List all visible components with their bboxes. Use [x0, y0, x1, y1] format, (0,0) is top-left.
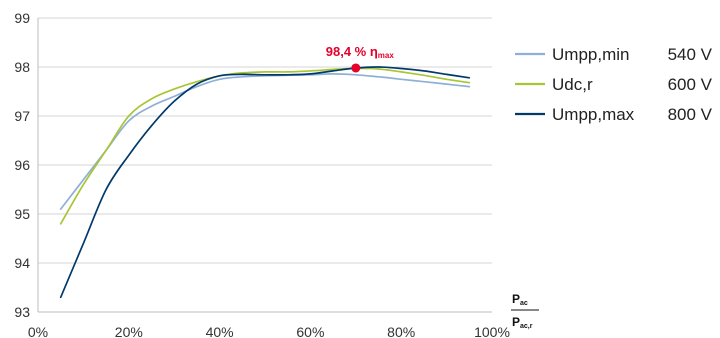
y-tick-label: 99 — [14, 10, 30, 26]
series-lines — [59, 66, 471, 299]
y-tick-label: 97 — [14, 108, 30, 124]
max-efficiency-label: 98,4 % ηmax — [326, 44, 395, 60]
legend-voltage-2: 800 V — [668, 105, 713, 124]
x-tick-labels: 0% 20% 40% 60% 80% 100% — [28, 324, 510, 338]
x-axis-label-fraction: Pac Pac,r — [511, 292, 539, 330]
y-tick-labels: 93 94 95 96 97 98 99 — [14, 10, 30, 320]
y-tick-label: 93 — [14, 304, 30, 320]
axes — [37, 18, 492, 313]
y-tick-label: 96 — [14, 157, 30, 173]
x-tick-label: 40% — [206, 324, 234, 338]
x-tick-label: 60% — [296, 324, 324, 338]
max-efficiency-point — [351, 63, 361, 73]
x-label-denominator: Pac,r — [512, 315, 533, 330]
legend-label-2: Umpp,max — [552, 105, 635, 124]
legend-label-0: Umpp,min — [552, 45, 629, 64]
series-line-0 — [59, 73, 471, 210]
legend: Umpp,min 540 V Udc,r 600 V Umpp,max 800 V — [515, 45, 713, 124]
x-tick-label: 100% — [474, 324, 510, 338]
y-tick-label: 94 — [14, 255, 30, 271]
gridlines — [38, 17, 492, 313]
legend-label-1: Udc,r — [552, 75, 593, 94]
y-tick-label: 95 — [14, 206, 30, 222]
max-efficiency-annotation: 98,4 % ηmax — [326, 44, 395, 73]
x-tick-label: 20% — [115, 324, 143, 338]
legend-voltage-1: 600 V — [668, 75, 713, 94]
series-line-1 — [59, 67, 471, 225]
y-tick-label: 98 — [14, 59, 30, 75]
x-tick-label: 80% — [387, 324, 415, 338]
x-label-numerator: Pac — [512, 292, 528, 307]
x-tick-label: 0% — [28, 324, 48, 338]
series-line-2 — [59, 66, 471, 299]
legend-voltage-0: 540 V — [668, 45, 713, 64]
